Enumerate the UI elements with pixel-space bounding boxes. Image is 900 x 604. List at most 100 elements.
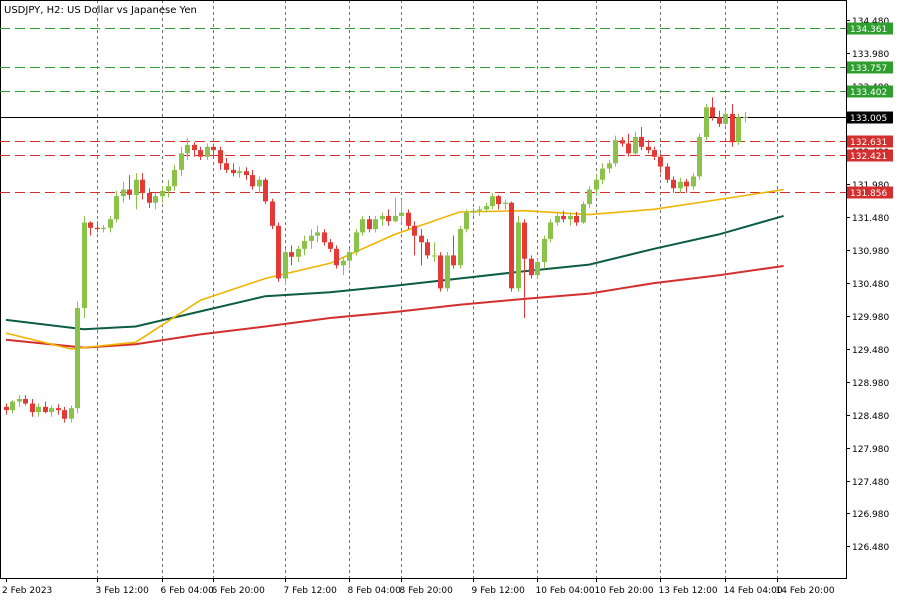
- x-tick-label: 14 Feb 20:00: [776, 586, 835, 596]
- candle-body: [250, 175, 255, 187]
- levels-layer: [0, 28, 846, 193]
- x-tick-label: 7 Feb 12:00: [284, 586, 338, 596]
- candle-body: [108, 219, 113, 228]
- candle-body: [153, 196, 158, 203]
- candle-body: [192, 144, 197, 151]
- candle: [736, 113, 741, 145]
- candle-body: [224, 163, 229, 170]
- candle: [652, 146, 657, 160]
- candle: [328, 238, 333, 253]
- candle: [4, 403, 9, 415]
- candle: [717, 110, 722, 128]
- candle-body: [30, 403, 35, 413]
- candle-body: [36, 406, 41, 413]
- x-tick-label: 8 Feb 04:00: [348, 586, 402, 596]
- candle: [49, 405, 54, 417]
- candle-body: [354, 232, 359, 253]
- candle-body: [678, 181, 683, 189]
- candle-body: [283, 252, 288, 279]
- candle-body: [406, 212, 411, 226]
- candle: [691, 173, 696, 190]
- candle: [646, 140, 651, 154]
- candle: [458, 225, 463, 269]
- candle: [496, 194, 501, 210]
- current-price-tag: [847, 111, 893, 124]
- price-level-label: 132.421: [850, 152, 887, 162]
- candle-body: [412, 225, 417, 236]
- candle-body: [17, 398, 22, 402]
- candle: [600, 163, 605, 185]
- candle-body: [270, 201, 275, 226]
- chart-title: USDJPY, H2: US Dollar vs Japanese Yen: [4, 5, 197, 16]
- candle-body: [244, 171, 249, 176]
- candle-body: [198, 150, 203, 157]
- candle-body: [360, 219, 365, 233]
- candle-body: [484, 206, 489, 210]
- candle: [419, 229, 424, 266]
- candle-body: [127, 189, 132, 195]
- candle: [743, 111, 748, 123]
- grid-layer: [0, 0, 847, 579]
- candle-body: [529, 258, 534, 276]
- x-tick-label: 13 Feb 12:00: [659, 586, 718, 596]
- candle: [147, 188, 152, 209]
- candle: [484, 202, 489, 213]
- candle: [380, 212, 385, 226]
- candle-body: [10, 401, 15, 411]
- candle-body: [95, 227, 100, 230]
- candle: [283, 248, 288, 286]
- candle: [503, 199, 508, 210]
- candle-body: [289, 252, 294, 257]
- candle: [17, 394, 22, 407]
- candle-body: [147, 192, 152, 203]
- y-tick-label: 129.980: [852, 313, 889, 323]
- candle: [665, 163, 670, 184]
- candle-body: [639, 136, 644, 147]
- candle-body: [471, 210, 476, 213]
- price-level-tag: [847, 22, 893, 35]
- candle-body: [134, 179, 139, 195]
- candle: [30, 398, 35, 417]
- candle-body: [600, 168, 605, 180]
- current-price-label: 133.005: [850, 114, 887, 124]
- candle: [10, 400, 15, 414]
- price-level-label: 134.361: [850, 25, 887, 35]
- candle-body: [276, 225, 281, 279]
- candle: [263, 177, 268, 205]
- candle-body: [43, 406, 48, 413]
- candle-body: [646, 146, 651, 151]
- candle-body: [620, 140, 625, 144]
- candle: [160, 186, 165, 203]
- candle: [542, 235, 547, 269]
- candle: [153, 192, 158, 210]
- candle: [594, 175, 599, 197]
- candle: [509, 201, 514, 292]
- candle: [697, 133, 702, 180]
- candle: [360, 215, 365, 236]
- y-tick-label: 127.480: [852, 478, 889, 488]
- candle: [166, 179, 171, 198]
- candle-body: [166, 186, 171, 191]
- candle-body: [490, 196, 495, 207]
- candle: [192, 142, 197, 157]
- candle: [471, 208, 476, 216]
- candle: [425, 238, 430, 259]
- candle: [730, 104, 735, 147]
- candle-body: [114, 196, 119, 220]
- candles-layer: [4, 97, 748, 423]
- y-tick-label: 126.980: [852, 510, 889, 520]
- candle: [322, 229, 327, 246]
- price-level-tag: [847, 85, 893, 98]
- candle-body: [218, 150, 223, 164]
- candle-body: [373, 219, 378, 230]
- candle: [723, 109, 728, 128]
- candle-body: [432, 255, 437, 257]
- candle-body: [322, 232, 327, 243]
- candle-body: [334, 248, 339, 266]
- candle: [289, 245, 294, 266]
- candle-body: [613, 140, 618, 164]
- candle: [639, 127, 644, 151]
- ma-fast-line: [5, 188, 784, 350]
- candle: [231, 163, 236, 177]
- candle-body: [574, 215, 579, 223]
